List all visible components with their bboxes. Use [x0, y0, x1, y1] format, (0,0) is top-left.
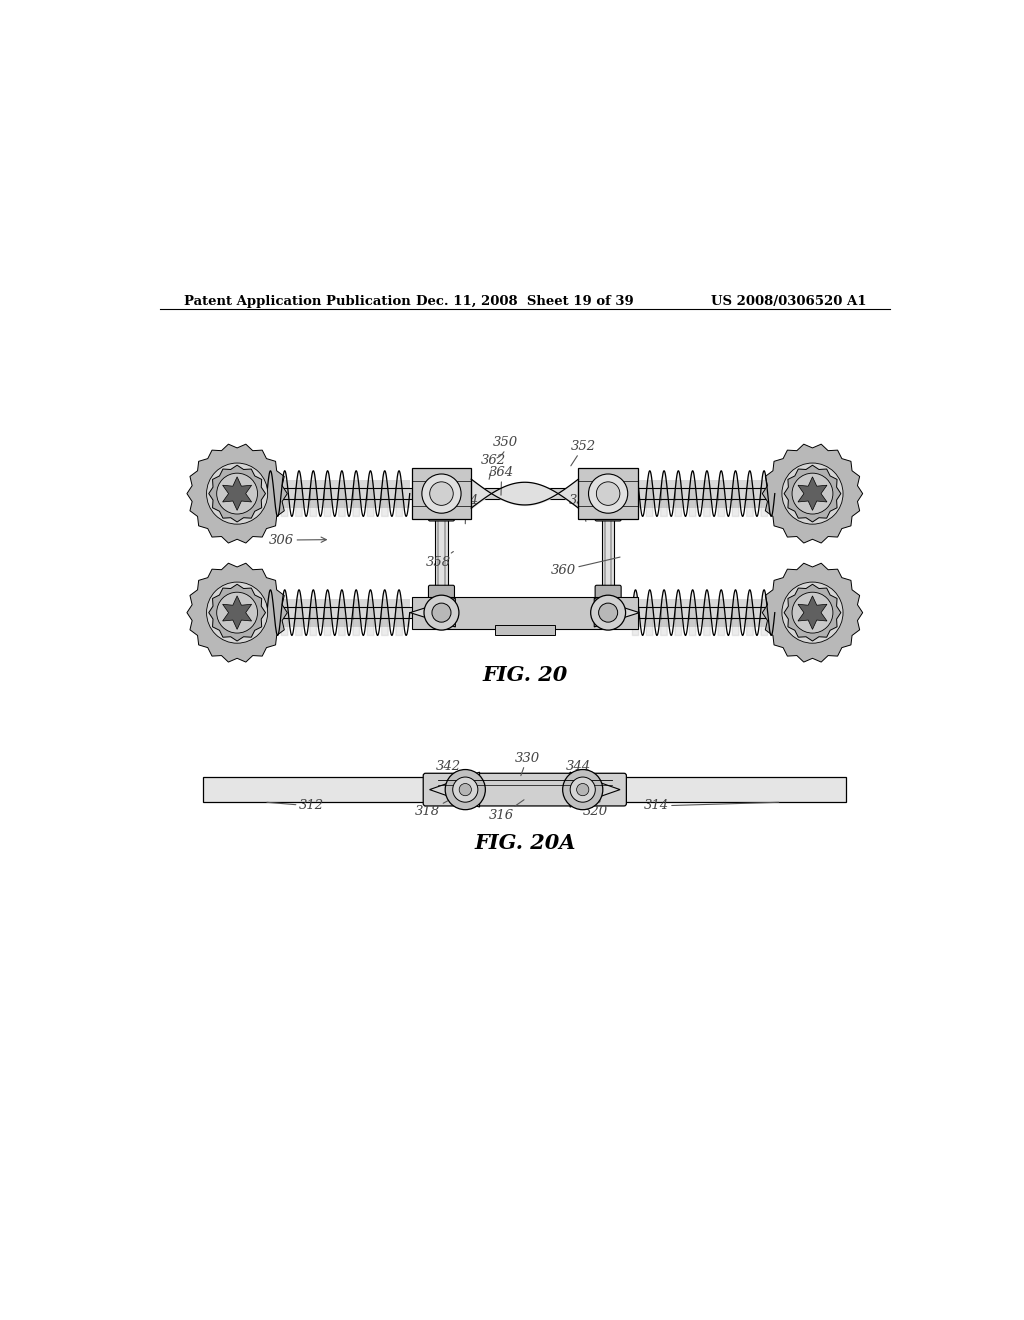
Circle shape [782, 463, 843, 524]
FancyBboxPatch shape [428, 585, 455, 606]
Circle shape [445, 770, 485, 809]
Circle shape [577, 784, 589, 796]
Text: 352: 352 [570, 440, 596, 466]
Circle shape [459, 784, 471, 796]
Text: 316: 316 [489, 800, 524, 822]
Bar [267, 599, 410, 627]
Bar [267, 479, 410, 508]
Bar [632, 479, 775, 508]
Circle shape [792, 473, 833, 513]
Circle shape [430, 482, 454, 506]
FancyBboxPatch shape [595, 585, 622, 606]
Bar [632, 599, 775, 627]
Circle shape [562, 770, 603, 809]
Text: FIG. 20A: FIG. 20A [474, 833, 575, 853]
Text: 362: 362 [481, 454, 506, 479]
Circle shape [589, 474, 628, 513]
Circle shape [217, 593, 258, 634]
Circle shape [570, 777, 595, 803]
Bar [602, 519, 614, 587]
Circle shape [432, 603, 451, 622]
Text: Dec. 11, 2008  Sheet 19 of 39: Dec. 11, 2008 Sheet 19 of 39 [416, 296, 634, 308]
Circle shape [599, 603, 617, 622]
FancyBboxPatch shape [423, 774, 627, 807]
Polygon shape [187, 444, 288, 543]
Bar [242, 488, 808, 499]
Bar [412, 597, 638, 628]
Text: 314: 314 [644, 800, 778, 812]
Circle shape [591, 595, 626, 630]
Text: FIG. 20: FIG. 20 [482, 664, 567, 685]
Text: Patent Application Publication: Patent Application Publication [183, 296, 411, 308]
Polygon shape [570, 772, 620, 807]
Circle shape [207, 463, 267, 524]
Circle shape [424, 595, 459, 630]
Text: 364: 364 [489, 466, 514, 495]
Text: 350: 350 [494, 436, 518, 458]
Polygon shape [430, 772, 479, 807]
Polygon shape [798, 477, 827, 511]
Text: 344: 344 [566, 760, 591, 780]
Bar [435, 519, 447, 587]
FancyBboxPatch shape [595, 500, 622, 521]
FancyBboxPatch shape [428, 500, 455, 521]
Circle shape [596, 482, 620, 506]
Text: 354: 354 [454, 494, 478, 524]
Polygon shape [784, 585, 841, 642]
FancyBboxPatch shape [579, 467, 638, 519]
Circle shape [782, 582, 843, 643]
Text: 318: 318 [416, 801, 447, 818]
Text: 342: 342 [436, 760, 461, 780]
Bar [495, 626, 555, 635]
Text: 312: 312 [267, 800, 324, 812]
Text: 320: 320 [583, 801, 608, 818]
Text: 356: 356 [568, 494, 594, 521]
Text: 360: 360 [551, 557, 620, 577]
Circle shape [217, 473, 258, 513]
Polygon shape [222, 595, 252, 630]
Circle shape [207, 582, 267, 643]
Bar [242, 607, 808, 618]
Polygon shape [762, 444, 862, 543]
Polygon shape [209, 585, 265, 642]
Polygon shape [209, 465, 265, 521]
Polygon shape [784, 465, 841, 521]
Text: 358: 358 [426, 552, 454, 569]
Polygon shape [762, 564, 862, 663]
Polygon shape [222, 477, 252, 511]
Polygon shape [798, 595, 827, 630]
FancyBboxPatch shape [204, 777, 846, 803]
Circle shape [792, 593, 833, 634]
Text: 330: 330 [514, 752, 540, 776]
FancyBboxPatch shape [412, 467, 471, 519]
Polygon shape [187, 564, 288, 663]
Circle shape [422, 474, 461, 513]
Text: US 2008/0306520 A1: US 2008/0306520 A1 [711, 296, 866, 308]
Polygon shape [594, 598, 639, 627]
Text: 306: 306 [269, 533, 327, 546]
Circle shape [453, 777, 478, 803]
Polygon shape [411, 598, 456, 627]
